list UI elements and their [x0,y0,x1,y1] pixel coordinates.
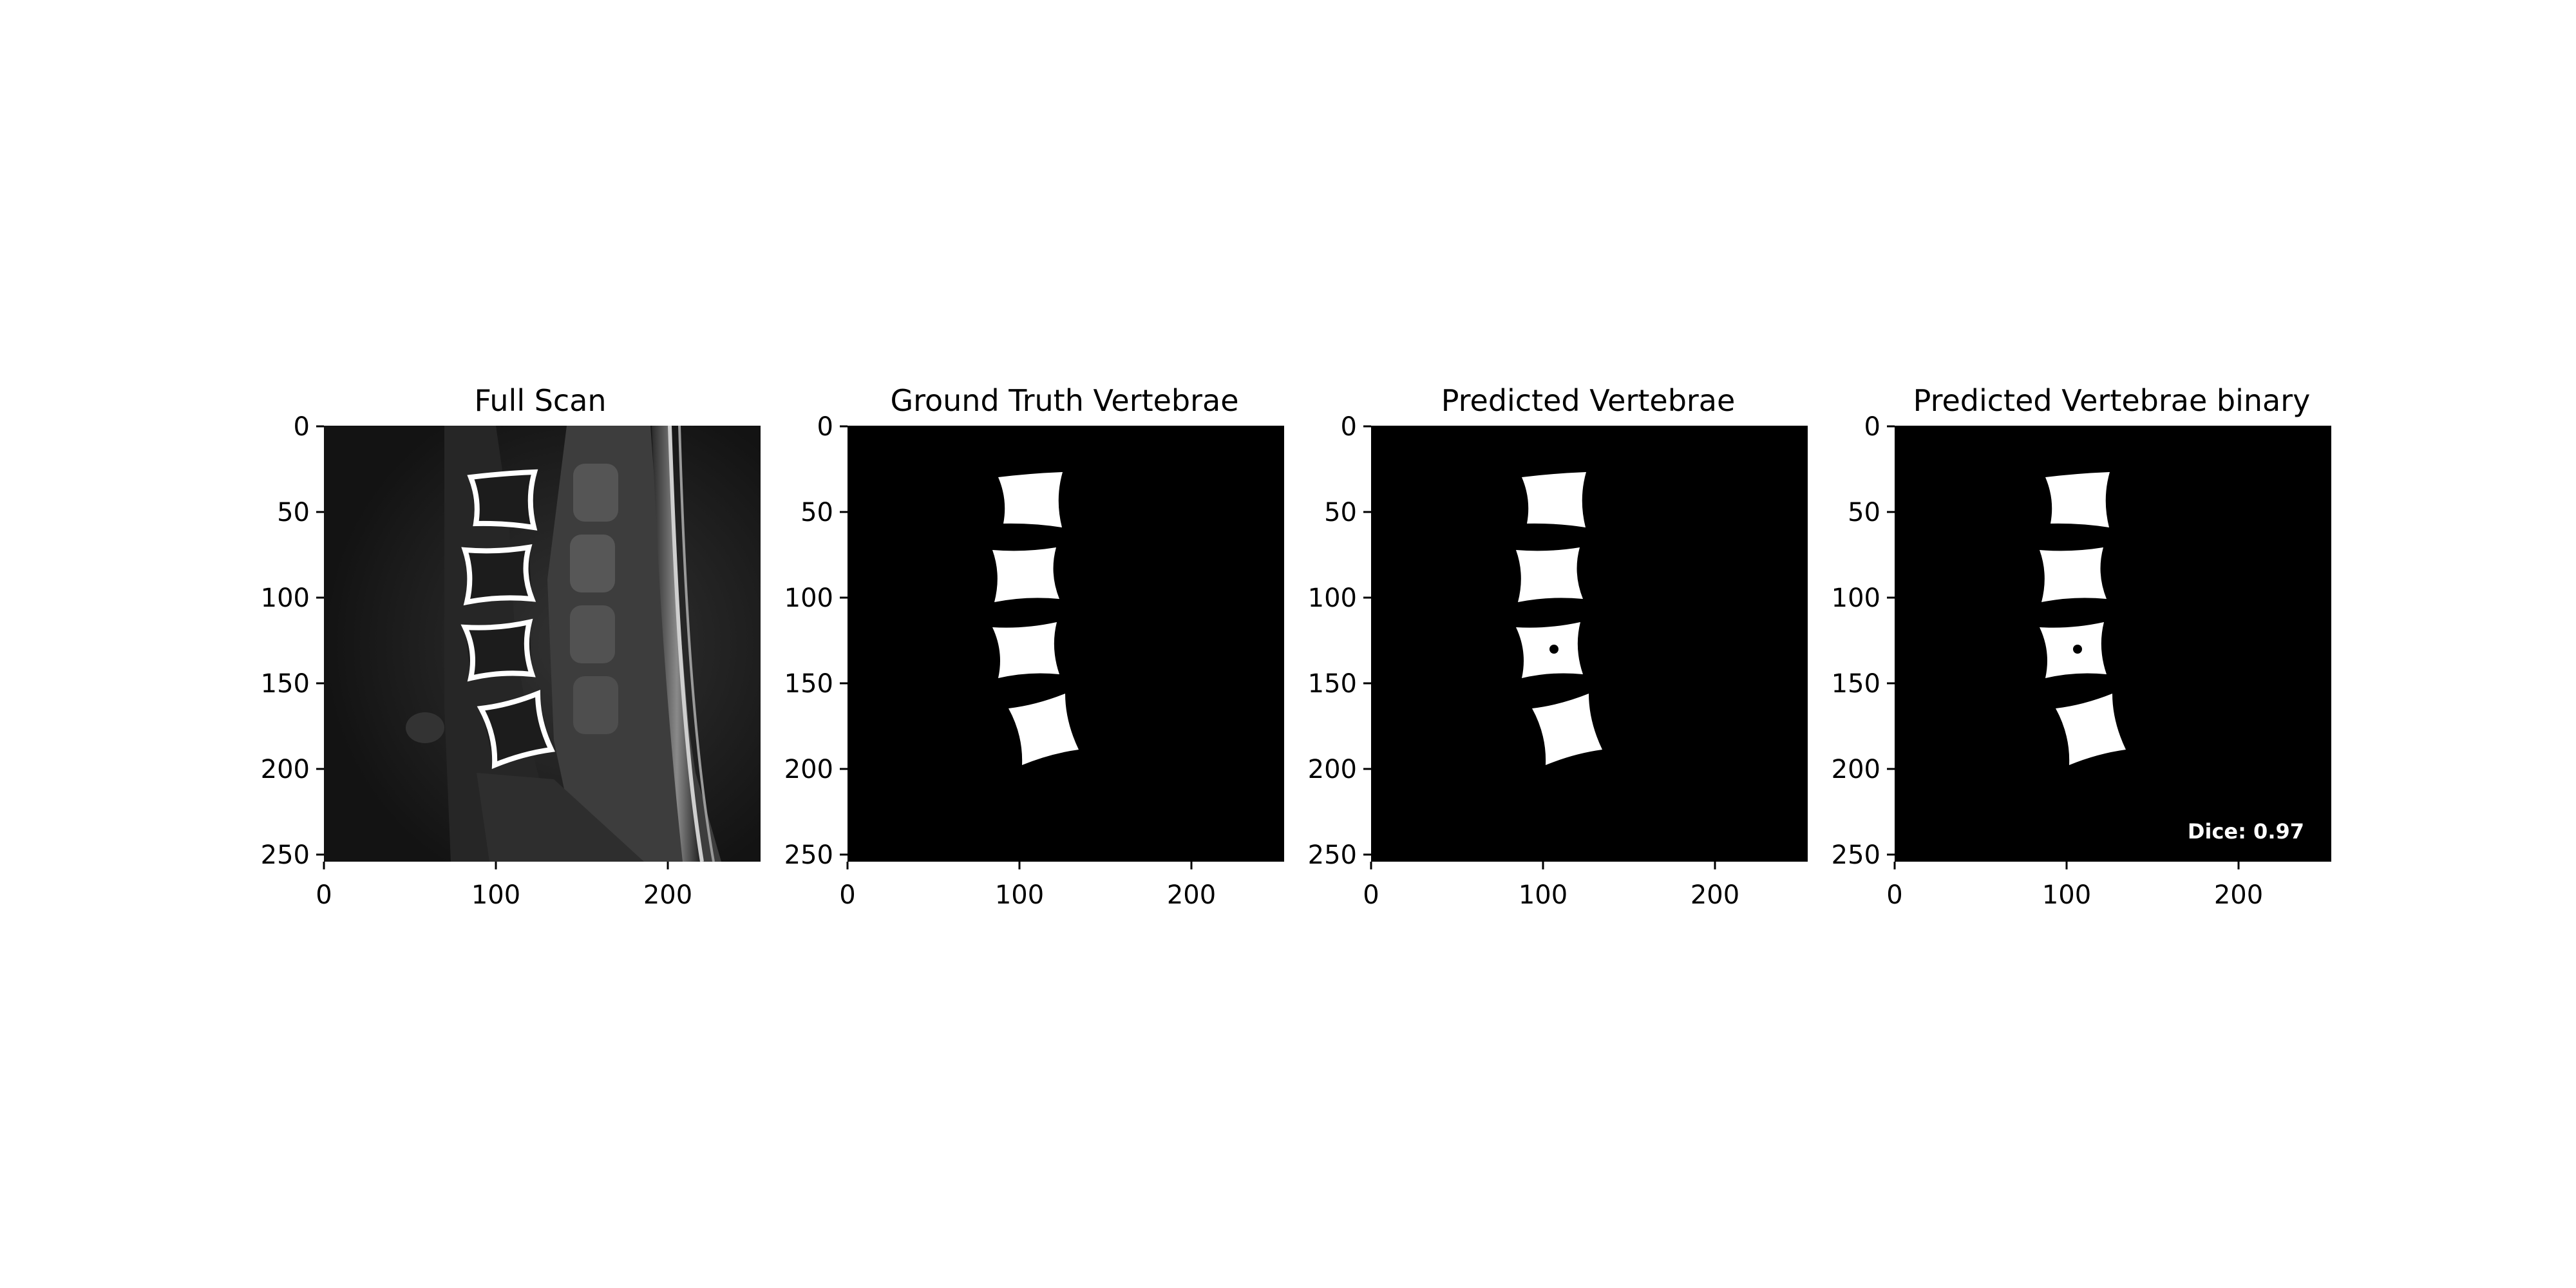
panel-title: Full Scan [474,383,606,418]
vertebra-mask [2056,694,2126,765]
y-tick-label: 100 [1832,583,1880,613]
x-tick-label: 0 [1886,880,1902,910]
vertebra-mask [1516,622,1583,678]
x-tick-label: 0 [839,880,855,910]
predicted-binary-mask: Dice: 0.97 [1895,426,2331,862]
panel-title: Predicted Vertebrae binary [1913,383,2311,418]
vertebra-outline [460,618,536,682]
vertebra-mask [1009,694,1079,765]
y-tick-label: 150 [261,669,310,699]
y-tick-label: 150 [1832,669,1880,699]
y-tick-label: 0 [1341,412,1357,442]
x-tick-label: 100 [471,880,520,910]
mri-scan-image [324,425,761,862]
vertebra-mask [1516,547,1583,602]
vertebra-mask [2040,622,2107,678]
y-tick-label: 100 [784,583,833,613]
y-tick-label: 200 [784,755,833,784]
y-tick-label: 250 [1832,840,1880,870]
y-tick-label: 0 [1864,412,1880,442]
mask-hole [1549,645,1558,654]
y-tick-label: 100 [1308,583,1357,613]
vertebra-mask [1532,694,1602,765]
x-tick-label: 0 [316,880,332,910]
vertebra-mask [2045,472,2110,527]
y-axis [1887,425,1895,856]
y-tick-label: 50 [800,498,833,527]
y-tick-label: 250 [1308,840,1357,870]
y-tick-label: 150 [1308,669,1357,699]
mask-hole [2073,645,2082,654]
y-tick-label: 0 [294,412,310,442]
y-tick-label: 250 [261,840,310,870]
x-tick-label: 100 [995,880,1044,910]
panel-title: Predicted Vertebrae [1441,383,1736,418]
y-tick-label: 50 [1324,498,1357,527]
y-tick-label: 200 [261,755,310,784]
panel-predicted-binary: Predicted Vertebrae binary Dice: 0.97 0 … [1832,383,2331,910]
panel-predicted: Predicted Vertebrae 0 100 200 [1308,383,1808,910]
x-axis [323,862,669,869]
x-tick-label: 0 [1363,880,1379,910]
vertebra-outline [467,469,538,531]
x-tick-labels: 0 100 200 [839,880,1216,910]
y-tick-labels: 0 50 100 150 200 250 [1308,412,1357,870]
x-axis [846,862,1193,869]
x-axis [1370,862,1716,869]
y-tick-label: 50 [277,498,310,527]
x-axis [1893,862,2240,869]
y-axis [1363,425,1371,856]
y-tick-label: 250 [784,840,833,870]
y-axis [840,425,848,856]
vertebra-mask [992,622,1059,678]
y-tick-labels: 0 50 100 150 200 250 [784,412,833,870]
x-tick-label: 200 [1167,880,1216,910]
x-tick-labels: 0 100 200 [1363,880,1739,910]
ground-truth-mask [848,426,1284,862]
vertebra-mask [992,547,1059,602]
y-tick-labels: 0 50 100 150 200 250 [1832,412,1880,870]
y-tick-label: 100 [261,583,310,613]
y-tick-label: 150 [784,669,833,699]
y-tick-label: 50 [1848,498,1880,527]
vertebra-mask [2040,547,2107,602]
vertebra-mask [1522,472,1586,527]
y-tick-label: 200 [1832,755,1880,784]
x-tick-label: 200 [2214,880,2263,910]
y-axis [316,425,324,856]
vertebra-outline [461,544,536,606]
x-tick-label: 200 [1690,880,1739,910]
dice-score-annotation: Dice: 0.97 [2188,819,2304,844]
vertebra-outline [477,690,555,770]
y-tick-label: 0 [817,412,833,442]
panel-full-scan: Full Scan [261,383,761,910]
x-tick-label: 200 [643,880,692,910]
y-tick-label: 200 [1308,755,1357,784]
x-tick-label: 100 [2042,880,2091,910]
panel-ground-truth: Ground Truth Vertebrae 0 100 200 [784,383,1284,910]
x-tick-labels: 0 100 200 [316,880,692,910]
vertebra-mask [998,472,1063,527]
y-tick-labels: 0 50 100 150 200 250 [261,412,310,870]
predicted-mask [1371,426,1808,862]
x-tick-label: 100 [1519,880,1567,910]
panel-title: Ground Truth Vertebrae [890,383,1238,418]
x-tick-labels: 0 100 200 [1886,880,2263,910]
